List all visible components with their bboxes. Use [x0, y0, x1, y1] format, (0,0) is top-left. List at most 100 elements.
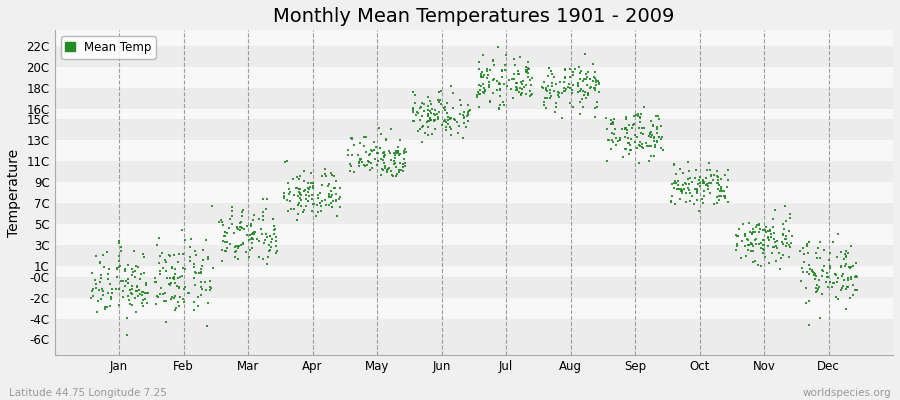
Point	[258, 236, 273, 243]
Point	[754, 240, 769, 247]
Point	[714, 192, 728, 199]
Point	[756, 227, 770, 233]
Point	[163, 275, 177, 281]
Point	[562, 84, 576, 90]
Point	[166, 252, 181, 258]
Point	[802, 298, 816, 304]
Point	[346, 135, 360, 141]
Point	[680, 199, 694, 206]
Point	[795, 264, 809, 271]
Point	[320, 202, 334, 208]
Point	[744, 241, 759, 247]
Point	[571, 82, 585, 88]
Point	[831, 231, 845, 238]
Point	[773, 255, 788, 262]
Point	[841, 250, 855, 256]
Point	[711, 186, 725, 192]
Point	[328, 185, 342, 191]
Point	[498, 62, 512, 68]
Point	[557, 84, 572, 91]
Point	[247, 212, 261, 218]
Point	[535, 84, 549, 90]
Point	[571, 83, 585, 89]
Bar	[55, 140, 893, 161]
Point	[372, 125, 386, 131]
Point	[214, 247, 229, 253]
Point	[187, 298, 202, 305]
Point	[758, 254, 772, 260]
Point	[267, 231, 282, 237]
Point	[799, 241, 814, 247]
Point	[164, 280, 178, 286]
Point	[696, 180, 710, 186]
Point	[443, 116, 457, 122]
Point	[665, 180, 680, 187]
Bar	[55, 266, 893, 276]
Point	[573, 98, 588, 105]
Point	[717, 193, 732, 199]
Point	[719, 184, 733, 191]
Point	[521, 70, 535, 76]
Point	[565, 87, 580, 93]
Point	[299, 192, 313, 198]
Point	[654, 123, 669, 129]
Point	[474, 74, 489, 80]
Point	[808, 276, 823, 282]
Point	[296, 209, 310, 216]
Point	[487, 75, 501, 82]
Point	[688, 186, 703, 192]
Point	[356, 143, 371, 149]
Point	[167, 306, 182, 313]
Point	[780, 240, 795, 246]
Bar	[55, 182, 893, 203]
Point	[377, 160, 392, 166]
Point	[633, 119, 647, 125]
Point	[643, 131, 657, 137]
Point	[591, 80, 606, 86]
Point	[776, 252, 790, 258]
Point	[695, 196, 709, 202]
Point	[244, 221, 258, 228]
Point	[743, 248, 758, 255]
Point	[486, 77, 500, 84]
Point	[710, 194, 724, 200]
Point	[220, 238, 234, 245]
Point	[406, 106, 420, 113]
Point	[767, 236, 781, 243]
Point	[829, 272, 843, 278]
Point	[103, 303, 117, 310]
Point	[286, 176, 301, 182]
Point	[269, 248, 284, 254]
Point	[373, 145, 387, 152]
Point	[232, 243, 247, 249]
Point	[778, 202, 792, 209]
Point	[306, 180, 320, 186]
Point	[646, 135, 661, 141]
Point	[812, 277, 826, 283]
Point	[784, 240, 798, 246]
Point	[230, 244, 245, 251]
Point	[151, 294, 166, 300]
Point	[508, 62, 522, 68]
Point	[810, 254, 824, 261]
Point	[842, 284, 856, 291]
Point	[252, 254, 266, 260]
Point	[188, 269, 202, 275]
Point	[351, 152, 365, 158]
Point	[777, 225, 791, 232]
Point	[645, 122, 660, 128]
Point	[615, 126, 629, 132]
Point	[720, 199, 734, 205]
Point	[325, 204, 339, 210]
Point	[504, 86, 518, 93]
Point	[565, 104, 580, 110]
Point	[194, 266, 209, 272]
Point	[605, 120, 619, 126]
Point	[345, 136, 359, 142]
Point	[443, 123, 457, 130]
Point	[130, 283, 144, 289]
Point	[380, 169, 394, 175]
Point	[444, 126, 458, 132]
Point	[698, 188, 712, 195]
Point	[838, 263, 852, 269]
